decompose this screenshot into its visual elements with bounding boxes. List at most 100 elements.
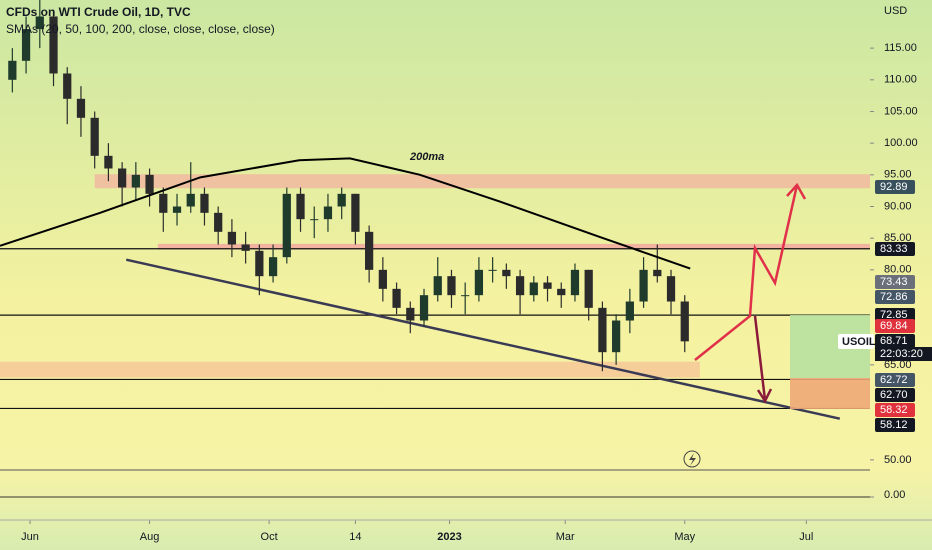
candle-body <box>570 269 580 296</box>
candle-body <box>310 219 319 221</box>
price-badge <box>875 388 915 402</box>
projection-down <box>753 315 767 401</box>
candle-body <box>241 244 250 251</box>
long-stop-box <box>790 378 870 409</box>
candle-body <box>104 155 113 169</box>
x-tick-label: Oct <box>261 531 278 543</box>
x-tick-label: 2023 <box>437 531 461 543</box>
countdown-badge <box>875 347 932 361</box>
candle-body <box>639 269 648 302</box>
candle-body <box>63 73 72 99</box>
y-tick-label: 105.00 <box>884 105 918 117</box>
candle-body <box>214 212 223 232</box>
x-tick-label: Aug <box>140 531 160 543</box>
candle-body <box>131 174 140 188</box>
candle-body <box>584 269 593 308</box>
alert-bolt <box>689 453 696 466</box>
y-tick-label: 90.00 <box>884 200 912 212</box>
price-badge <box>875 334 915 348</box>
price-badge <box>875 403 915 417</box>
zone <box>157 243 871 250</box>
candle-body <box>653 269 662 277</box>
symbol-label: USOIL <box>842 336 876 348</box>
y-tick-label: 100.00 <box>884 137 918 149</box>
candle-body <box>90 117 99 156</box>
y-tick-label: 85.00 <box>884 232 912 244</box>
price-badge <box>875 373 915 387</box>
candle-body <box>557 288 566 296</box>
candle-body <box>625 301 634 321</box>
ma-line <box>0 157 691 270</box>
candle-body <box>200 193 209 213</box>
candle-body <box>337 193 346 207</box>
x-tick-label: Jul <box>799 531 813 543</box>
candle-body <box>365 231 374 270</box>
candle-body <box>474 269 484 296</box>
candle-body <box>35 16 44 30</box>
price-label: 83.33 <box>880 243 908 255</box>
candle-body <box>488 269 497 271</box>
price-label: 58.32 <box>880 404 908 416</box>
y-tick-label: 110.00 <box>884 74 917 86</box>
candle-body <box>543 282 552 289</box>
x-tick-label: May <box>674 531 695 543</box>
currency: USD <box>884 5 907 17</box>
price-badge <box>875 319 915 333</box>
price-label: 69.84 <box>880 320 908 332</box>
trendline <box>125 258 841 420</box>
price-label: 58.12 <box>880 419 908 431</box>
candle-body <box>227 231 237 245</box>
y-tick-label: 0.00 <box>884 489 905 501</box>
y-tick-label: 115.00 <box>884 42 917 54</box>
candle-body <box>598 307 607 353</box>
chart-title: CFDs on WTI Crude Oil, 1D, TVC <box>6 5 191 19</box>
countdown: 22:03:20 <box>880 348 923 360</box>
candle-body <box>145 174 154 194</box>
price-label: 62.72 <box>880 374 908 386</box>
price-badge <box>875 180 915 194</box>
candle-body <box>255 250 264 277</box>
y-tick-label: 80.00 <box>884 264 912 276</box>
candle-body <box>49 16 58 74</box>
candle-body <box>515 276 525 296</box>
x-tick-label: Mar <box>556 531 575 543</box>
candle-body <box>502 269 511 277</box>
candle-body <box>461 295 470 297</box>
candle-body <box>186 193 195 207</box>
candle-body <box>8 60 17 80</box>
candle-body <box>447 276 456 296</box>
price-label: 72.85 <box>880 309 908 321</box>
candle-body <box>612 320 621 353</box>
candle-body <box>118 168 127 188</box>
arrow-head <box>786 182 807 200</box>
candle-body <box>529 282 538 296</box>
price-label: 72.86 <box>880 291 908 303</box>
projection-up <box>694 184 799 361</box>
candle-body <box>666 276 676 302</box>
x-tick-label: 14 <box>349 531 361 543</box>
zone <box>94 174 870 189</box>
price-badge <box>875 290 915 304</box>
chart-subtitle: SMAs (20, 50, 100, 200, close, close, cl… <box>6 22 275 36</box>
x-tick-label: Jun <box>21 531 39 543</box>
candle-body <box>76 98 86 118</box>
arrow-head <box>756 388 773 404</box>
symbol-badge <box>838 334 874 349</box>
ma-label: 200ma <box>409 151 444 163</box>
candle-body <box>172 206 182 213</box>
candle-body <box>21 29 31 61</box>
price-label: 92.89 <box>880 181 908 193</box>
candle-body <box>680 301 689 342</box>
candle-body <box>282 193 291 258</box>
price-label: 73.43 <box>880 276 908 288</box>
candle-body <box>433 276 442 296</box>
candle-body <box>419 295 429 321</box>
candle-body <box>159 193 168 213</box>
candle-body <box>392 288 401 308</box>
price-label: 62.70 <box>880 389 908 401</box>
y-tick-label: 95.00 <box>884 169 912 181</box>
candle-body <box>296 193 305 220</box>
alert-icon[interactable] <box>683 450 701 468</box>
price-label: 68.71 <box>880 335 908 347</box>
candle-body <box>268 257 278 277</box>
